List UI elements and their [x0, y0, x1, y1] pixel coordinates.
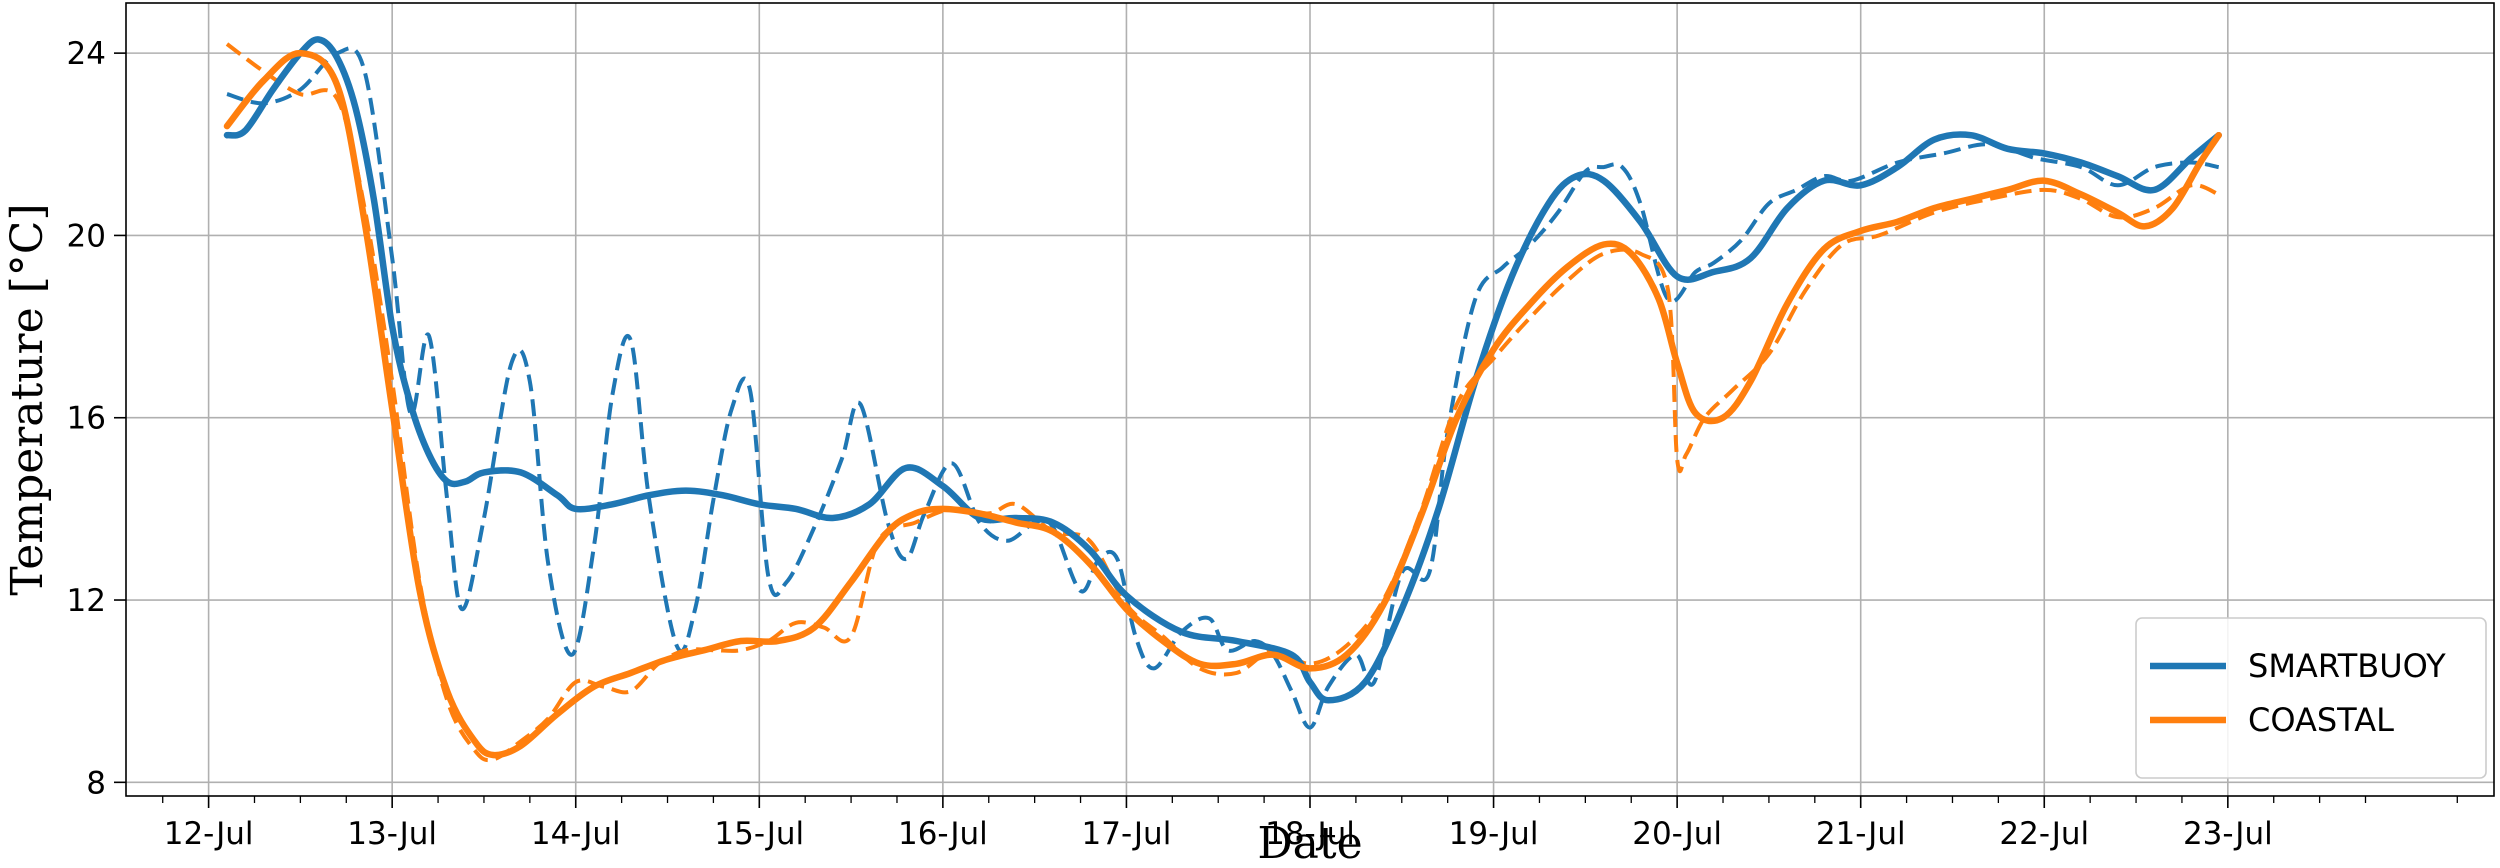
grid-lines	[126, 3, 2494, 796]
smartbuoy-solid-series-line	[223, 36, 2222, 704]
coastal-solid-series-line	[223, 49, 2222, 759]
x-tick-label: 22-Jul	[1999, 816, 2089, 852]
x-tick-label: 21-Jul	[1816, 816, 1906, 852]
legend: SMARTBUOY COASTAL	[2135, 617, 2487, 779]
y-tick-label: 12	[67, 583, 106, 619]
y-tick-label: 16	[67, 401, 106, 437]
y-tick-label: 20	[67, 218, 106, 254]
y-axis-ticks: 8 12 16 20 24	[67, 36, 126, 801]
y-tick-label: 24	[67, 36, 106, 72]
legend-label: SMARTBUOY	[2248, 647, 2446, 685]
x-tick-label: 19-Jul	[1449, 816, 1539, 852]
x-tick-label: 20-Jul	[1632, 816, 1722, 852]
y-tick-label: 8	[86, 765, 106, 801]
legend-label: COASTAL	[2248, 701, 2394, 739]
x-tick-label: 12-Jul	[164, 816, 254, 852]
y-axis-title: Temperature [°C]	[2, 203, 53, 595]
x-tick-label: 13-Jul	[347, 816, 437, 852]
x-tick-label: 14-Jul	[531, 816, 621, 852]
series-layer	[223, 36, 2222, 763]
x-tick-label: 17-Jul	[1082, 816, 1172, 852]
legend-box	[2135, 617, 2487, 779]
x-tick-label: 15-Jul	[714, 816, 804, 852]
smartbuoy-dashed-series-line	[226, 46, 2220, 730]
x-tick-label: 16-Jul	[898, 816, 988, 852]
x-axis-title: Date	[1257, 818, 1362, 868]
x-tick-label: 23-Jul	[2183, 816, 2273, 852]
x-tick-label: 18-Jul	[1265, 816, 1355, 852]
x-axis-ticks: 12-Jul 13-Jul 14-Jul 15-Jul 16-Jul 17-Jul 18-J…	[162, 796, 2458, 852]
